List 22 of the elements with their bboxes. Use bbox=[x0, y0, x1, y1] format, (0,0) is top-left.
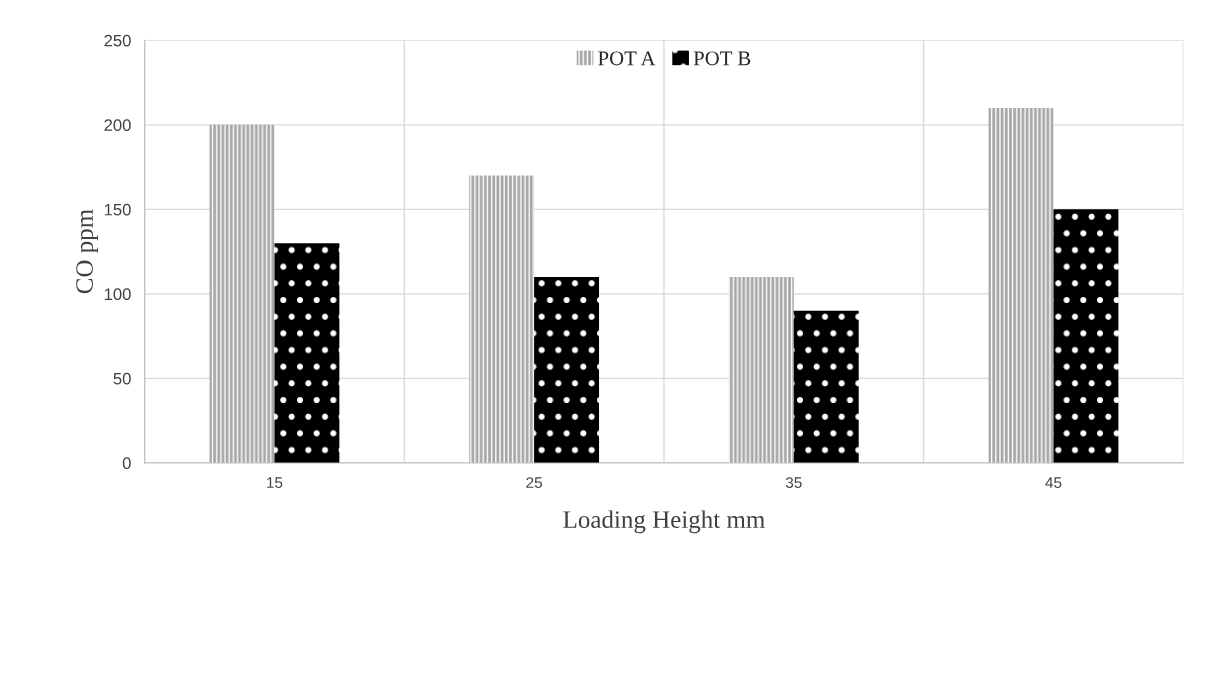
x-tick-label: 45 bbox=[1045, 477, 1062, 488]
bar bbox=[469, 175, 535, 463]
y-tick-label: 150 bbox=[104, 203, 131, 216]
x-tick-label: 15 bbox=[267, 477, 283, 488]
y-tick-label: 250 bbox=[104, 34, 131, 47]
bar bbox=[209, 124, 275, 463]
y-tick-label: 200 bbox=[104, 119, 131, 132]
y-tick-label: 50 bbox=[113, 372, 131, 385]
x-axis-title: Loading Height mm bbox=[563, 510, 765, 534]
x-tick-label: 25 bbox=[526, 477, 542, 488]
bar bbox=[988, 107, 1054, 463]
x-tick-label: 35 bbox=[785, 477, 802, 488]
y-axis-title: CO ppm bbox=[76, 209, 99, 294]
y-tick-label: 0 bbox=[122, 457, 131, 470]
bar bbox=[1053, 209, 1119, 463]
legend-label: POT A bbox=[598, 51, 656, 66]
bar bbox=[728, 276, 794, 463]
bar bbox=[534, 276, 600, 463]
bar bbox=[793, 310, 859, 463]
legend-label: POT B bbox=[693, 51, 751, 66]
bar bbox=[274, 243, 340, 463]
y-tick-label: 100 bbox=[104, 288, 131, 301]
